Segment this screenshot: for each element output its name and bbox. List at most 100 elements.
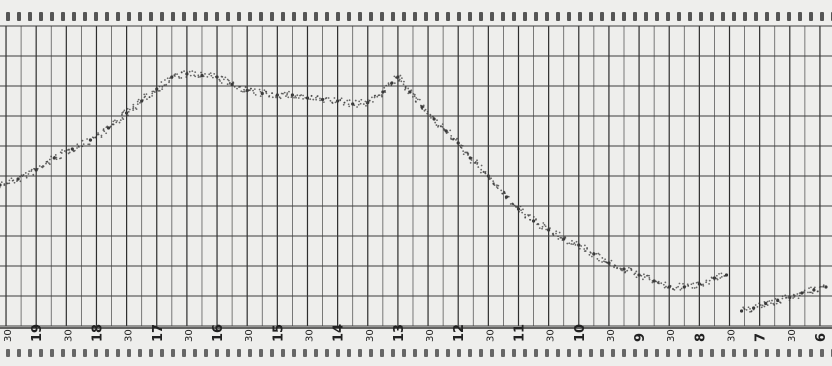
trace-dot bbox=[445, 132, 448, 135]
trace-dot bbox=[160, 81, 163, 83]
trace-dot bbox=[793, 295, 796, 298]
trace-dot bbox=[572, 243, 574, 246]
trace-dot bbox=[555, 232, 557, 235]
trace-dot bbox=[185, 76, 188, 78]
trace-dot bbox=[816, 290, 819, 293]
trace-dot bbox=[781, 297, 784, 300]
perforation-hole bbox=[61, 349, 65, 357]
trace-dot bbox=[219, 80, 221, 82]
data-point bbox=[486, 174, 490, 178]
perforation-hole bbox=[545, 349, 549, 357]
trace-dot bbox=[322, 101, 325, 104]
trace-dot bbox=[411, 95, 414, 98]
trace-dot bbox=[24, 172, 27, 174]
trace-dot bbox=[437, 125, 439, 128]
trace-dot bbox=[312, 98, 315, 101]
trace-dot bbox=[333, 97, 336, 99]
trace-dot bbox=[398, 78, 401, 81]
trace-dot bbox=[121, 116, 124, 119]
trace-dot bbox=[484, 170, 487, 173]
trace-dot bbox=[766, 300, 769, 303]
x-tick-label: 14 bbox=[332, 324, 347, 342]
trace-dot bbox=[537, 223, 540, 226]
trace-dot bbox=[143, 93, 146, 96]
trace-dot bbox=[60, 157, 62, 159]
trace-dot bbox=[12, 179, 15, 182]
trace-dot bbox=[20, 174, 23, 177]
trace-dot bbox=[383, 86, 386, 89]
trace-dot bbox=[509, 203, 512, 205]
perforation-hole bbox=[776, 12, 780, 21]
trace-dot bbox=[605, 261, 608, 264]
trace-dot bbox=[310, 94, 313, 97]
data-point bbox=[366, 100, 370, 105]
trace-dot bbox=[535, 218, 537, 220]
trace-dot bbox=[648, 274, 651, 277]
trace-dot bbox=[348, 105, 351, 108]
perforation-hole bbox=[523, 12, 527, 21]
trace-dot bbox=[112, 120, 115, 123]
trace-dot bbox=[720, 272, 723, 275]
x-tick-label: 13 bbox=[392, 324, 407, 342]
trace-dot bbox=[691, 287, 694, 289]
trace-dot bbox=[353, 104, 356, 107]
x-tick-label: 10 bbox=[573, 324, 588, 342]
trace-dot bbox=[434, 121, 437, 124]
data-point bbox=[607, 261, 611, 265]
data-point bbox=[290, 93, 295, 97]
perforation-hole bbox=[732, 12, 736, 21]
trace-dot bbox=[449, 129, 452, 132]
trace-dot bbox=[435, 124, 438, 126]
perforation-hole bbox=[556, 12, 560, 21]
trace-dot bbox=[517, 206, 520, 208]
trace-dot bbox=[604, 258, 607, 261]
trace-dot bbox=[673, 288, 676, 291]
x-tick-label: 19 bbox=[30, 324, 45, 342]
data-point bbox=[0, 183, 2, 187]
trace-dot bbox=[177, 75, 180, 78]
perforation-hole bbox=[468, 349, 472, 357]
perforation-hole bbox=[182, 12, 186, 21]
trace-dot bbox=[538, 227, 541, 230]
trace-dot bbox=[772, 302, 775, 305]
trace-dot bbox=[545, 228, 548, 231]
trace-dot bbox=[222, 78, 225, 81]
trace-dot bbox=[682, 282, 684, 285]
trace-dot bbox=[398, 79, 401, 82]
series-2 bbox=[739, 284, 828, 313]
trace-dot bbox=[143, 96, 146, 99]
trace-dot bbox=[723, 275, 726, 277]
trace-dot bbox=[648, 276, 651, 279]
trace-dot bbox=[199, 75, 201, 78]
trace-dot bbox=[268, 95, 270, 98]
trace-dot bbox=[208, 73, 211, 76]
perforation-hole bbox=[72, 12, 76, 21]
data-point bbox=[444, 129, 448, 133]
trace-dot bbox=[188, 70, 191, 73]
data-point bbox=[652, 279, 656, 283]
trace-dot bbox=[233, 86, 236, 88]
trace-dot bbox=[236, 87, 238, 90]
trace-dot bbox=[477, 166, 480, 168]
x-tick-label: 30 bbox=[304, 329, 315, 342]
trace-dot bbox=[627, 266, 630, 269]
perforation-hole bbox=[787, 349, 791, 357]
trace-dot bbox=[781, 295, 784, 298]
trace-dot bbox=[356, 106, 358, 108]
perforation-hole bbox=[259, 12, 263, 21]
perforation-hole bbox=[270, 349, 274, 357]
trace-dot bbox=[248, 89, 251, 92]
data-point bbox=[824, 285, 828, 289]
perforation-hole bbox=[523, 349, 527, 357]
trace-dot bbox=[421, 108, 424, 111]
perforation-hole bbox=[754, 349, 758, 357]
trace-dot bbox=[327, 97, 330, 99]
trace-dot bbox=[422, 105, 425, 108]
trace-dot bbox=[180, 77, 183, 79]
trace-dot bbox=[73, 149, 76, 152]
data-point bbox=[752, 306, 756, 310]
trace-dot bbox=[161, 88, 164, 91]
trace-dot bbox=[621, 269, 623, 272]
trace-dot bbox=[541, 227, 543, 230]
